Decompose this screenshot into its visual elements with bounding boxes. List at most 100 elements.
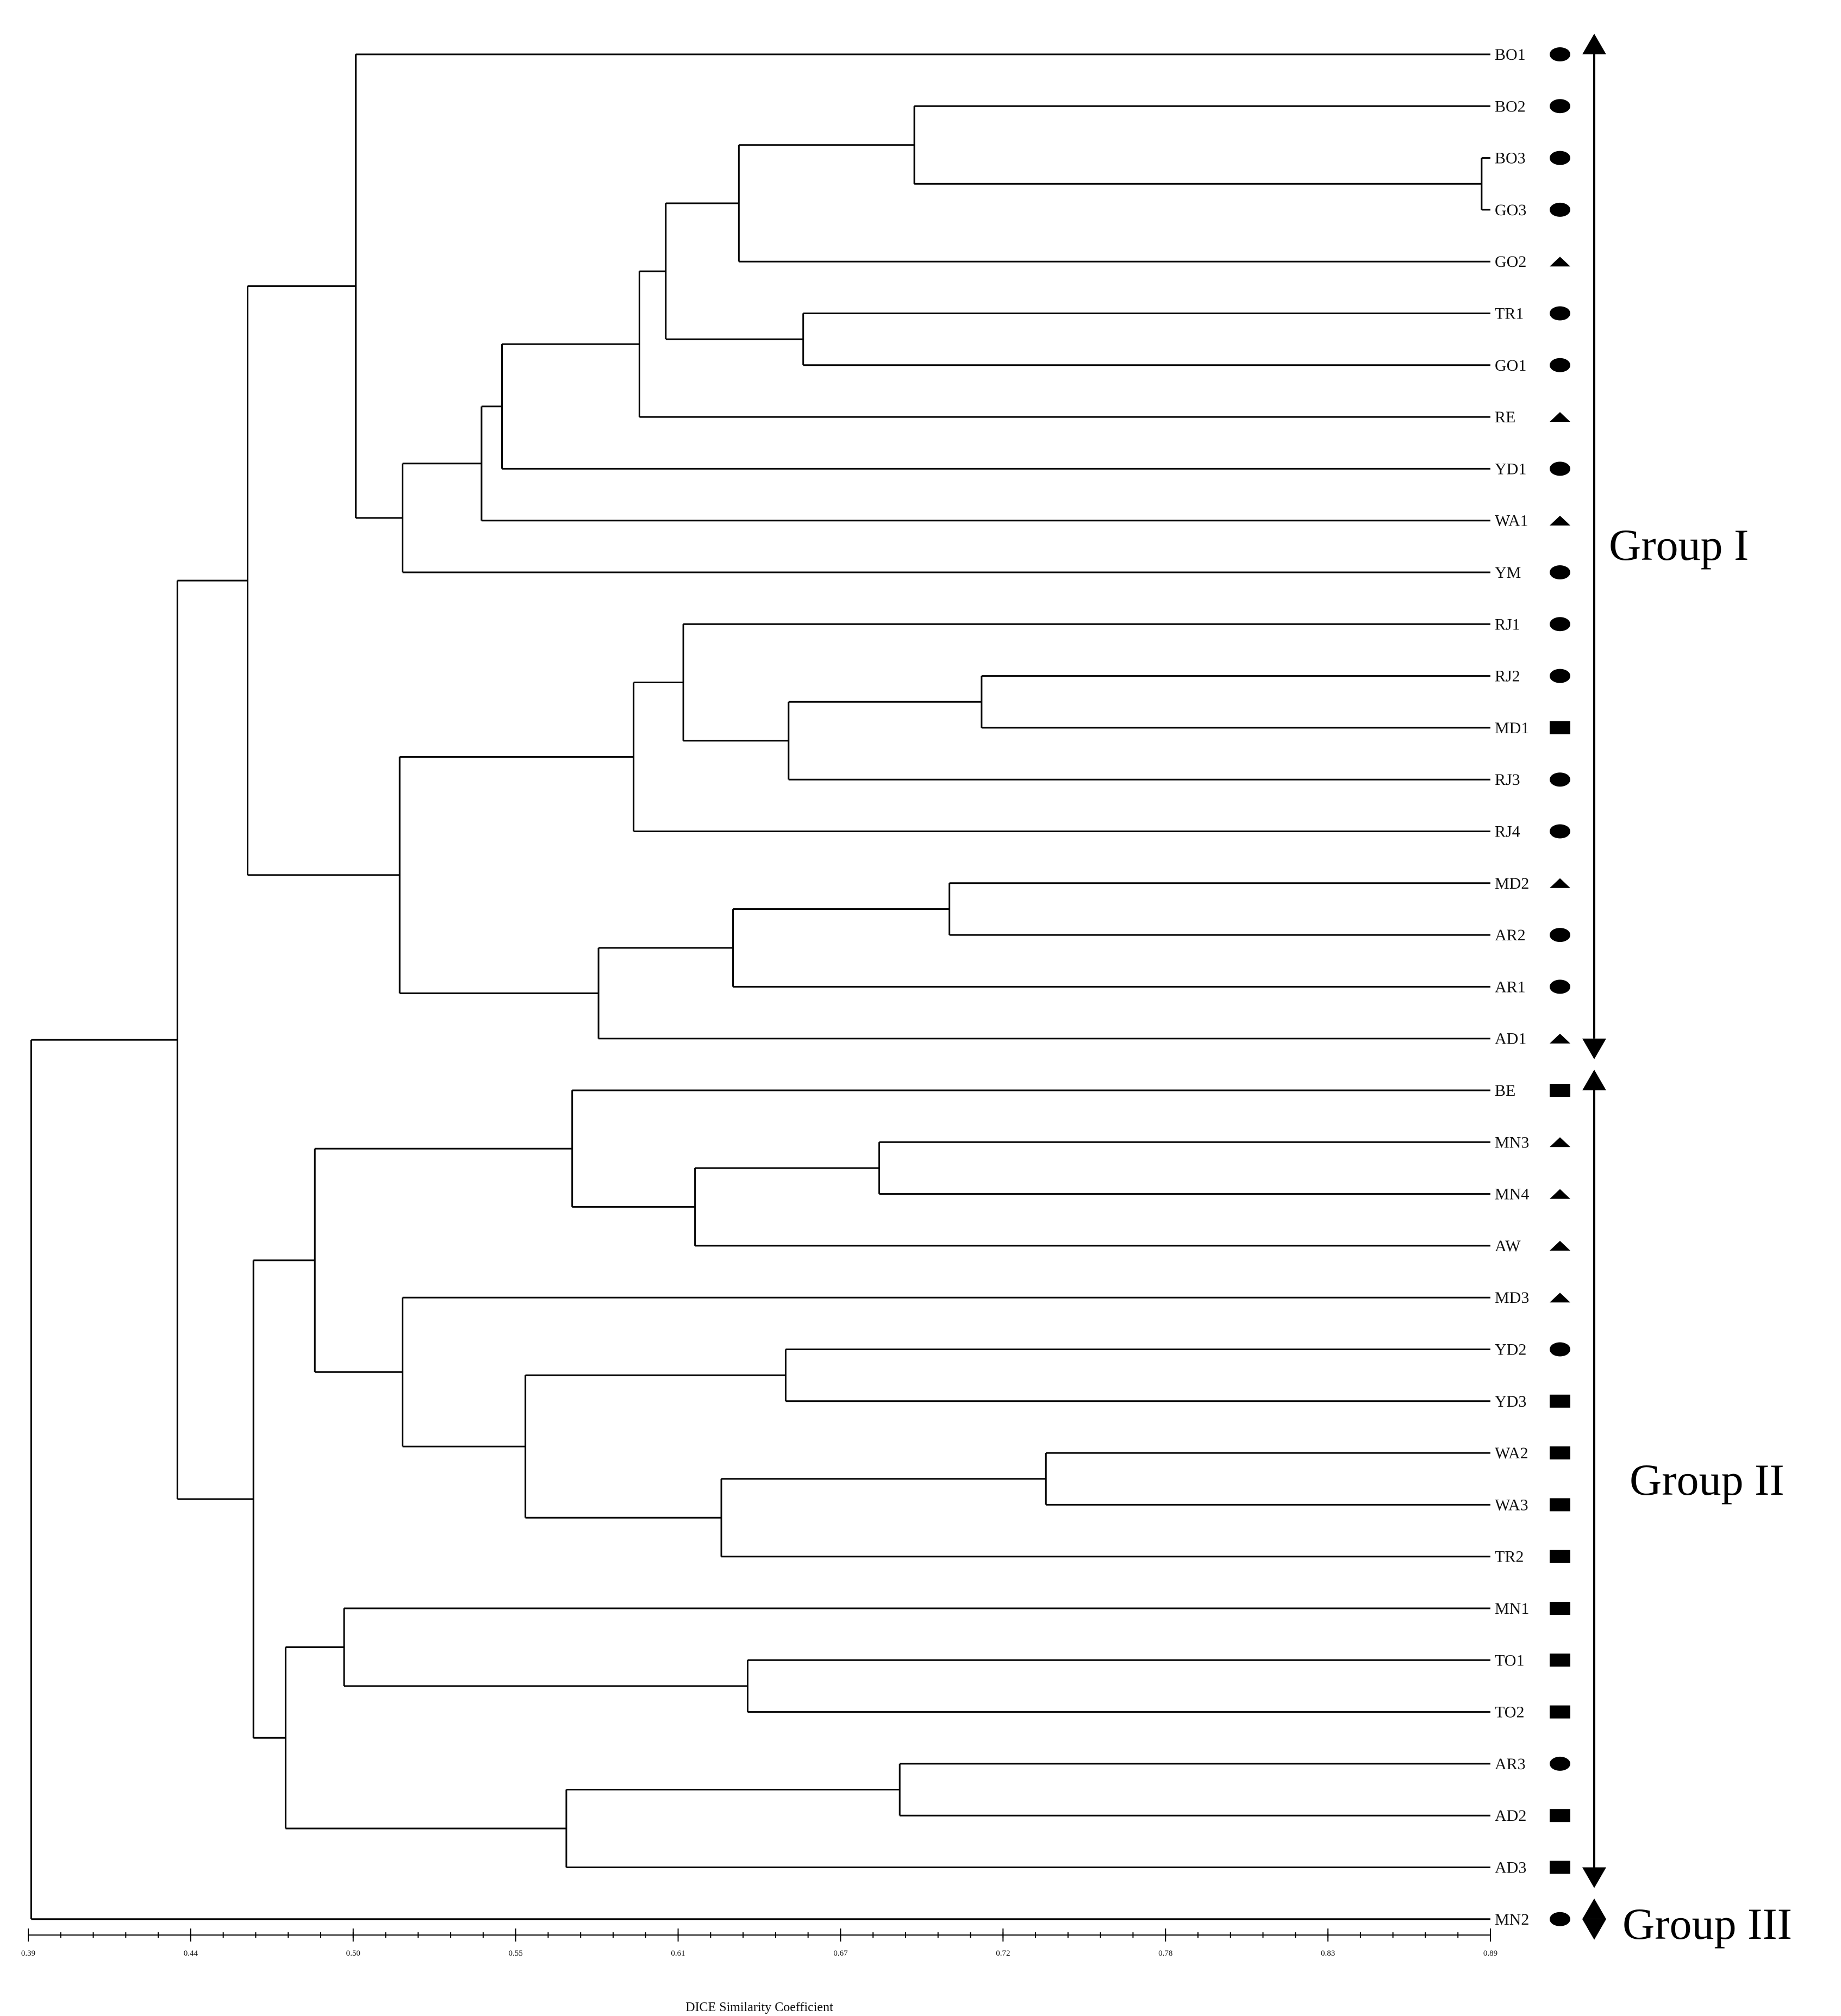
group-label: Group II — [1630, 1455, 1784, 1505]
circle-marker — [1550, 202, 1570, 217]
leaf-label: GO3 — [1495, 201, 1526, 219]
leaf-label: YD1 — [1495, 460, 1526, 478]
leaf-label: YD2 — [1495, 1341, 1526, 1359]
leaf-label: RJ4 — [1495, 823, 1520, 841]
leaf-label: AW — [1495, 1237, 1521, 1255]
triangle-marker — [1550, 1240, 1570, 1251]
leaf-label: MD1 — [1495, 719, 1529, 737]
circle-marker — [1550, 617, 1570, 632]
leaf-label: WA1 — [1495, 512, 1528, 530]
leaf-label: TR1 — [1495, 305, 1524, 323]
square-marker — [1550, 1498, 1570, 1512]
square-marker — [1550, 1084, 1570, 1097]
leaf-label: MN4 — [1495, 1185, 1529, 1203]
leaf-label: RJ3 — [1495, 771, 1520, 789]
leaf-label: BO1 — [1495, 46, 1526, 64]
leaf-label: TO2 — [1495, 1703, 1524, 1721]
group-label: Group III — [1622, 1899, 1792, 1949]
x-tick-label: 0.55 — [509, 1949, 523, 1958]
arrow-up-icon — [1582, 34, 1606, 54]
triangle-marker — [1550, 412, 1570, 422]
leaf-label: MN1 — [1495, 1600, 1529, 1618]
square-marker — [1550, 1705, 1570, 1719]
leaf-label: BO3 — [1495, 149, 1526, 167]
x-tick-label: 0.44 — [184, 1949, 198, 1958]
square-marker — [1550, 1394, 1570, 1408]
leaf-label: RJ2 — [1495, 667, 1520, 685]
arrow-down-icon — [1582, 1919, 1606, 1940]
leaf-label: YD3 — [1495, 1393, 1526, 1410]
leaf-label: MN3 — [1495, 1133, 1529, 1151]
leaf-label: TR2 — [1495, 1548, 1524, 1566]
circle-marker — [1550, 99, 1570, 114]
x-axis-title: DICE Similarity Coefficient — [685, 2000, 833, 2014]
x-tick-label: 0.78 — [1158, 1949, 1172, 1958]
leaf-label: AR1 — [1495, 978, 1526, 996]
leaf-label: AD2 — [1495, 1807, 1526, 1825]
leaf-label: BO2 — [1495, 97, 1526, 115]
circle-marker — [1550, 928, 1570, 943]
circle-marker — [1550, 669, 1570, 683]
branches — [30, 53, 1490, 1920]
x-tick-label: 0.89 — [1483, 1949, 1497, 1958]
leaf-label: MD3 — [1495, 1289, 1529, 1307]
circle-marker — [1550, 1912, 1570, 1926]
x-tick-label: 0.61 — [671, 1949, 685, 1958]
arrow-down-icon — [1582, 1038, 1606, 1059]
leaf-label: WA3 — [1495, 1496, 1528, 1514]
leaf-label: AR2 — [1495, 926, 1526, 944]
leaf-label: AD1 — [1495, 1030, 1526, 1048]
x-axis: DICE Similarity Coefficient 0.39 0.44 0.50… — [21, 1928, 1497, 2014]
circle-marker — [1550, 461, 1570, 476]
arrow-up-icon — [1582, 1070, 1606, 1090]
leaf-label: MN2 — [1495, 1911, 1529, 1928]
circle-marker — [1550, 358, 1570, 372]
square-marker — [1550, 1602, 1570, 1615]
leaf-labels: BO1 BO2 BO3 GO3 GO2 TR1 GO1 RE YD1 WA1 YM RJ1 RJ2 MD1… — [1495, 46, 1529, 1928]
x-tick-label: 0.83 — [1321, 1949, 1335, 1958]
x-tick-label: 0.72 — [996, 1949, 1010, 1958]
square-marker — [1550, 721, 1570, 734]
leaf-label: YM — [1495, 564, 1521, 582]
triangle-marker — [1550, 878, 1570, 888]
circle-marker — [1550, 772, 1570, 787]
triangle-marker — [1550, 1033, 1570, 1044]
leaf-label: RE — [1495, 408, 1515, 426]
circle-marker — [1550, 824, 1570, 839]
circle-marker — [1550, 1756, 1570, 1771]
leaf-label: GO1 — [1495, 357, 1526, 375]
leaf-label: MD2 — [1495, 875, 1529, 892]
leaf-label: RJ1 — [1495, 615, 1520, 633]
circle-marker — [1550, 1342, 1570, 1357]
triangle-marker — [1550, 257, 1570, 267]
leaf-markers — [1550, 47, 1570, 1926]
arrow-down-icon — [1582, 1867, 1606, 1888]
circle-marker — [1550, 47, 1570, 61]
square-marker — [1550, 1446, 1570, 1460]
leaf-label: BE — [1495, 1082, 1515, 1100]
square-marker — [1550, 1550, 1570, 1563]
circle-marker — [1550, 306, 1570, 321]
leaf-label: TO1 — [1495, 1651, 1524, 1669]
triangle-marker — [1550, 1189, 1570, 1199]
square-marker — [1550, 1653, 1570, 1667]
leaf-label: AR3 — [1495, 1755, 1526, 1773]
triangle-marker — [1550, 1137, 1570, 1147]
square-marker — [1550, 1861, 1570, 1874]
circle-marker — [1550, 565, 1570, 579]
group-label: Group I — [1609, 520, 1749, 570]
arrow-up-icon — [1582, 1898, 1606, 1919]
x-tick-label: 0.50 — [346, 1949, 360, 1958]
leaf-label: GO2 — [1495, 253, 1526, 271]
group-brackets: Group I Group II Group III — [1582, 34, 1792, 1949]
x-tick-label: 0.39 — [21, 1949, 35, 1958]
triangle-marker — [1550, 1293, 1570, 1303]
leaf-label: WA2 — [1495, 1444, 1528, 1462]
circle-marker — [1550, 151, 1570, 165]
circle-marker — [1550, 979, 1570, 994]
square-marker — [1550, 1809, 1570, 1822]
triangle-marker — [1550, 515, 1570, 526]
leaf-label: AD3 — [1495, 1859, 1526, 1877]
